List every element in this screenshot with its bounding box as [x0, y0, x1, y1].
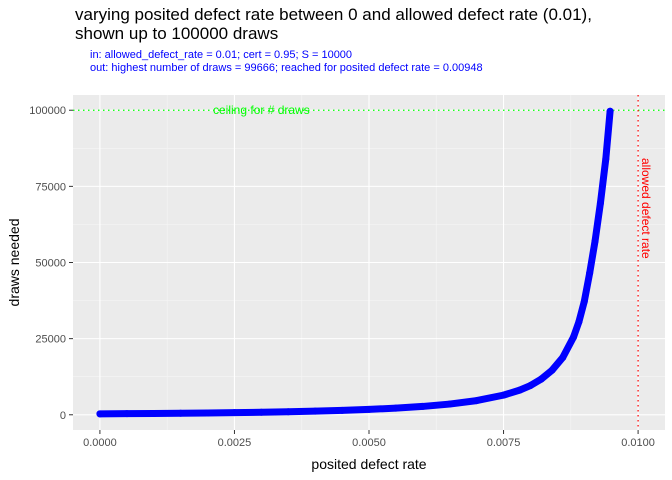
chart-subtitle-line-2: out: highest number of draws = 99666; re…	[90, 62, 483, 74]
y-tick-label: 75000	[35, 181, 66, 193]
data-point	[365, 405, 373, 413]
x-tick-label: 0.0100	[621, 437, 655, 449]
y-tick-label: 0	[60, 410, 66, 422]
chart-title-line-2: shown up to 100000 draws	[75, 24, 279, 43]
chart-subtitle-line-1: in: allowed_defect_rate = 0.01; cert = 0…	[90, 49, 353, 61]
x-tick-label: 0.0075	[487, 437, 521, 449]
data-point	[230, 409, 238, 417]
y-tick-label: 100000	[29, 105, 66, 117]
data-point	[591, 237, 599, 245]
y-tick-label: 50000	[35, 258, 66, 270]
chart-title-line-1: varying posited defect rate between 0 an…	[75, 5, 592, 24]
data-point	[257, 408, 265, 416]
data-point	[606, 107, 614, 115]
data-point	[473, 397, 481, 405]
data-point	[311, 407, 319, 415]
data-point	[516, 386, 524, 394]
allowed-rate-annotation: allowed defect rate	[639, 158, 653, 259]
data-point	[596, 199, 604, 207]
data-point	[575, 318, 583, 326]
data-point	[123, 410, 131, 418]
data-point	[580, 297, 588, 305]
y-axis-title: draws needed	[6, 219, 22, 307]
data-point	[177, 409, 185, 417]
data-point	[570, 333, 578, 341]
data-point	[586, 269, 594, 277]
x-tick-label: 0.0050	[352, 437, 386, 449]
data-point	[548, 366, 556, 374]
ceiling-annotation: ceiling for # draws	[213, 103, 310, 117]
data-point	[602, 155, 610, 163]
data-point	[537, 375, 545, 383]
data-point	[150, 409, 158, 417]
data-point	[96, 410, 104, 418]
data-point	[392, 404, 400, 412]
data-point	[419, 402, 427, 410]
data-point	[446, 400, 454, 408]
data-point	[284, 408, 292, 416]
data-point	[526, 382, 534, 390]
y-tick-label: 25000	[35, 334, 66, 346]
data-point	[500, 391, 508, 399]
data-point	[559, 354, 567, 362]
x-tick-label: 0.0025	[218, 437, 252, 449]
data-point	[338, 406, 346, 414]
x-axis-title: posited defect rate	[311, 456, 426, 472]
data-point	[204, 409, 212, 417]
x-tick-label: 0.0000	[83, 437, 117, 449]
